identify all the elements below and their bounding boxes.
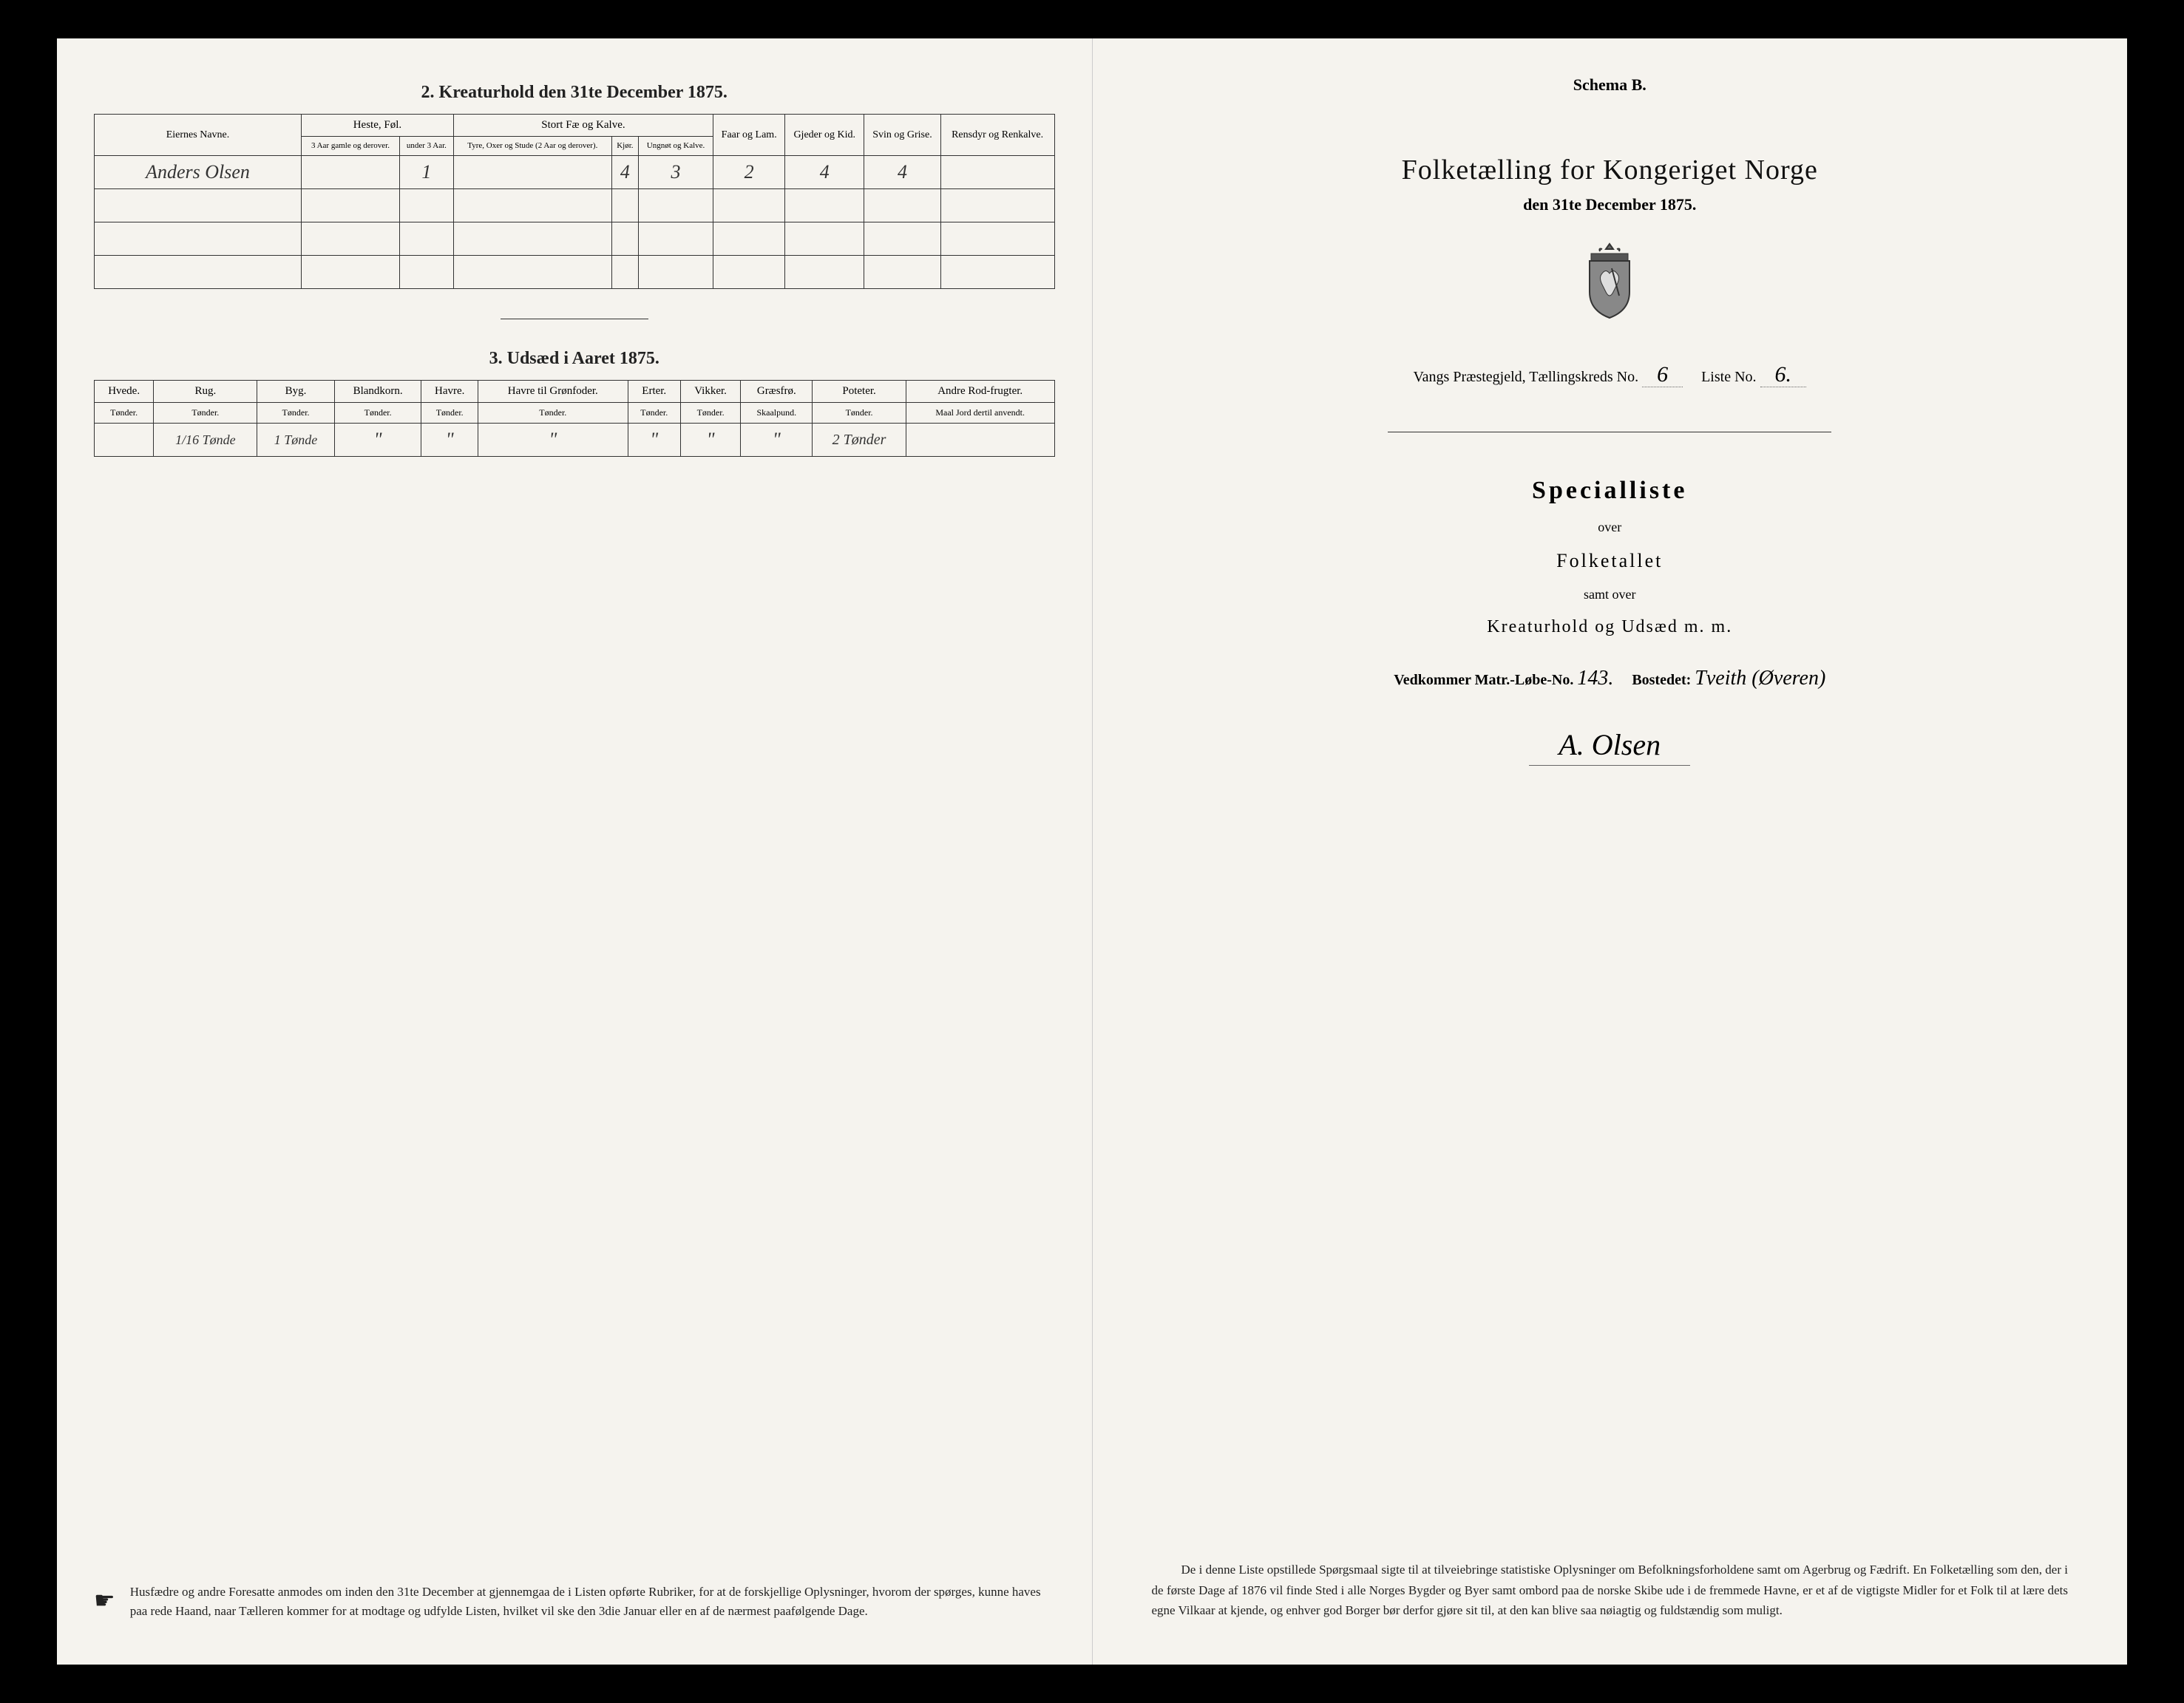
cell-faar: 2 <box>713 156 785 189</box>
cell-heste2: 1 <box>399 156 453 189</box>
table-row <box>95 222 1055 256</box>
col-name: Eiernes Navne. <box>95 115 302 156</box>
left-page: 2. Kreaturhold den 31te December 1875. E… <box>57 38 1093 1665</box>
bostedet: Tveith (Øveren) <box>1695 667 1825 690</box>
subtitle: den 31te December 1875. <box>1130 195 2091 214</box>
footer-text: Husfædre og andre Foresatte anmodes om i… <box>130 1583 1055 1620</box>
cell-erter: " <box>628 424 680 457</box>
schema-label: Schema B. <box>1130 75 2091 95</box>
cell-bland: " <box>334 424 421 457</box>
unit: Tønder. <box>680 403 741 424</box>
col-faar: Faar og Lam. <box>713 115 785 156</box>
col-gjeder: Gjeder og Kid. <box>785 115 864 156</box>
col-blandkorn: Blandkorn. <box>334 381 421 403</box>
parish-line: Vangs Præstegjeld, Tællingskreds No. 6 L… <box>1130 362 2091 387</box>
col-fae2: Kjør. <box>611 137 638 156</box>
unit: Tønder. <box>95 403 154 424</box>
unit: Tønder. <box>257 403 334 424</box>
pointer-icon: ☛ <box>94 1583 115 1620</box>
unit: Maal Jord dertil anvendt. <box>906 403 1054 424</box>
col-andre: Andre Rod-frugter. <box>906 381 1054 403</box>
unit: Skaalpund. <box>741 403 813 424</box>
cell-havre: " <box>421 424 478 457</box>
col-fae3: Ungnøt og Kalve. <box>638 137 713 156</box>
cell-svin: 4 <box>864 156 940 189</box>
right-page: Schema B. Folketælling for Kongeriget No… <box>1093 38 2128 1665</box>
table-row: Anders Olsen 1 4 3 2 4 4 <box>95 156 1055 189</box>
col-heste: Heste, Føl. <box>302 115 454 137</box>
unit: Tønder. <box>334 403 421 424</box>
col-hvede: Hvede. <box>95 381 154 403</box>
main-title: Folketælling for Kongeriget Norge <box>1130 154 2091 186</box>
cell-vikker: " <box>680 424 741 457</box>
parish-prefix: Vangs Præstegjeld, Tællingskreds No. <box>1413 369 1638 385</box>
samt-over: samt over <box>1130 587 2091 602</box>
col-heste2: under 3 Aar. <box>399 137 453 156</box>
bottom-paragraph: De i denne Liste opstillede Spørgsmaal s… <box>1152 1560 2069 1620</box>
unit: Tønder. <box>628 403 680 424</box>
table-row <box>95 189 1055 222</box>
col-fae: Stort Fæ og Kalve. <box>453 115 713 137</box>
table-row <box>95 256 1055 289</box>
kreds-no: 6 <box>1642 362 1683 387</box>
cell-rug: 1/16 Tønde <box>154 424 257 457</box>
signature-block: A. Olsen <box>1130 727 2091 762</box>
col-graesfro: Græsfrø. <box>741 381 813 403</box>
cell-fae3: 3 <box>638 156 713 189</box>
cell-gjeder: 4 <box>785 156 864 189</box>
matr-no: 143. <box>1577 667 1613 690</box>
liste-label: Liste No. <box>1701 369 1756 385</box>
section2-title: 2. Kreaturhold den 31te December 1875. <box>94 83 1055 103</box>
signature: A. Olsen <box>1529 728 1690 766</box>
col-rensdyr: Rensdyr og Renkalve. <box>940 115 1054 156</box>
col-fae1: Tyre, Oxer og Stude (2 Aar og derover). <box>453 137 611 156</box>
matr-label: Vedkommer Matr.-Løbe-No. <box>1394 672 1573 688</box>
col-erter: Erter. <box>628 381 680 403</box>
sowing-table: Hvede. Rug. Byg. Blandkorn. Havre. Havre… <box>94 380 1055 457</box>
cell-graes: " <box>741 424 813 457</box>
unit: Tønder. <box>154 403 257 424</box>
census-document: 2. Kreaturhold den 31te December 1875. E… <box>57 38 2127 1665</box>
matr-line: Vedkommer Matr.-Løbe-No. 143. Bostedet: … <box>1130 667 2091 690</box>
col-rug: Rug. <box>154 381 257 403</box>
livestock-table: Eiernes Navne. Heste, Føl. Stort Fæ og K… <box>94 114 1055 289</box>
owner-name: Anders Olsen <box>95 156 302 189</box>
unit: Tønder. <box>478 403 628 424</box>
col-vikker: Vikker. <box>680 381 741 403</box>
cell-byg: 1 Tønde <box>257 424 334 457</box>
kreatur-line: Kreaturhold og Udsæd m. m. <box>1130 617 2091 637</box>
liste-no: 6. <box>1760 362 1807 387</box>
specialliste-heading: Specialliste <box>1130 477 2091 505</box>
over-text: over <box>1130 520 2091 535</box>
col-byg: Byg. <box>257 381 334 403</box>
footer-note: ☛ Husfædre og andre Foresatte anmodes om… <box>94 1583 1055 1620</box>
unit: Tønder. <box>421 403 478 424</box>
section3-title: 3. Udsæd i Aaret 1875. <box>94 349 1055 369</box>
col-svin: Svin og Grise. <box>864 115 940 156</box>
bostedet-label: Bostedet: <box>1632 672 1691 688</box>
coat-of-arms-icon <box>1130 240 2091 336</box>
col-havre: Havre. <box>421 381 478 403</box>
unit: Tønder. <box>813 403 906 424</box>
cell-poteter: 2 Tønder <box>813 424 906 457</box>
table-row: 1/16 Tønde 1 Tønde " " " " " " 2 Tønder <box>95 424 1055 457</box>
folketallet: Folketallet <box>1130 550 2091 572</box>
col-heste1: 3 Aar gamle og derover. <box>302 137 400 156</box>
col-poteter: Poteter. <box>813 381 906 403</box>
col-havre-gron: Havre til Grønfoder. <box>478 381 628 403</box>
cell-havregron: " <box>478 424 628 457</box>
cell-fae2: 4 <box>611 156 638 189</box>
